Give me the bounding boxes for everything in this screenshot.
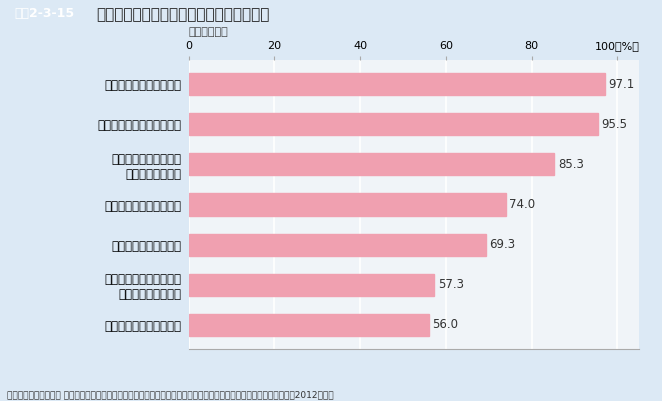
- Text: 97.1: 97.1: [608, 78, 635, 91]
- Bar: [189, 194, 506, 215]
- Bar: [189, 154, 554, 176]
- Bar: [189, 273, 434, 296]
- Text: 69.3: 69.3: [489, 238, 515, 251]
- Text: 56.0: 56.0: [432, 318, 458, 331]
- Bar: [189, 73, 605, 95]
- Text: 資料：厚生労働省委託 東京海上日動リスクコンサルティング（株）「職場のパワーハラスメントに関する実態調査」（2012年度）: 資料：厚生労働省委託 東京海上日動リスクコンサルティング（株）「職場のパワーハラ…: [7, 390, 333, 399]
- Text: （複数回答）: （複数回答）: [189, 27, 228, 37]
- Text: 85.3: 85.3: [558, 158, 584, 171]
- Text: 95.5: 95.5: [602, 118, 628, 131]
- Text: 57.3: 57.3: [438, 278, 464, 291]
- Text: 図表2-3-15: 図表2-3-15: [15, 7, 75, 20]
- Text: パワーハラスメントが企業にもたらす損失: パワーハラスメントが企業にもたらす損失: [96, 7, 269, 22]
- Bar: [189, 113, 598, 136]
- Bar: [189, 314, 429, 336]
- Text: 74.0: 74.0: [509, 198, 536, 211]
- Bar: [189, 233, 486, 255]
